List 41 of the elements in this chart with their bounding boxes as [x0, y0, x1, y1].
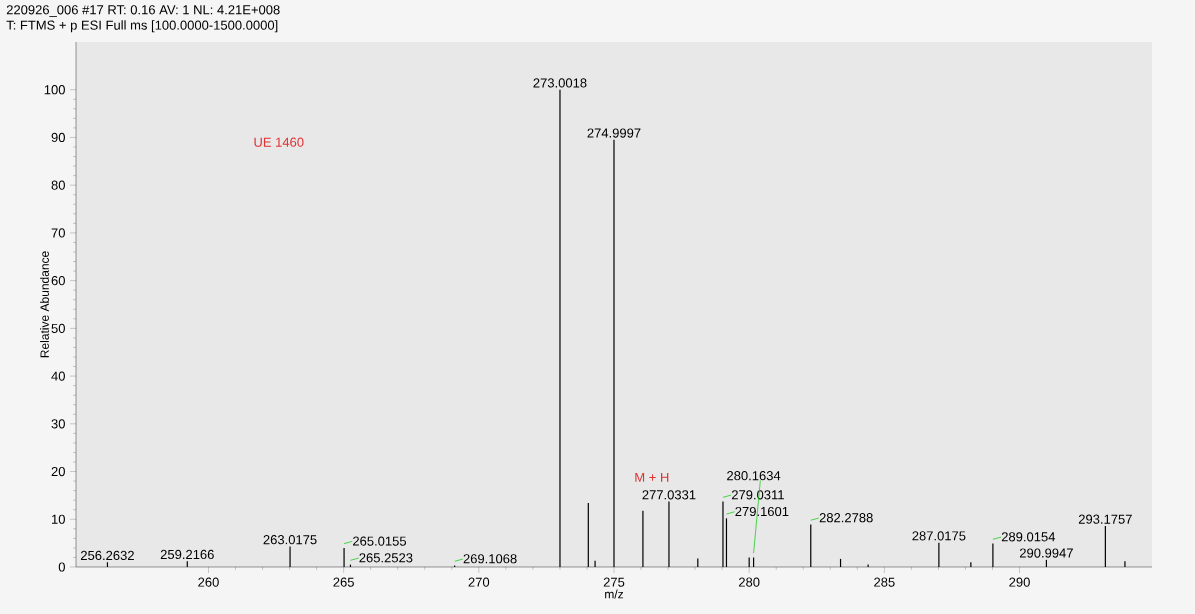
annotation: M + H: [635, 472, 669, 482]
annotation: 279.1601: [735, 506, 789, 517]
annotation: 256.2632: [80, 550, 134, 561]
x-tick-label: 270: [468, 577, 490, 587]
annotation: 274.9997: [587, 128, 641, 138]
x-tick-label: 285: [874, 577, 895, 587]
y-tick-label: 100: [44, 85, 65, 95]
annotation: 280.1634: [727, 471, 781, 481]
y-tick-label: 0: [58, 562, 65, 572]
x-tick-label: 290: [1009, 577, 1030, 587]
y-tick-label: 30: [51, 419, 65, 429]
annotation: 259.2166: [160, 549, 214, 560]
y-tick-label: 20: [51, 466, 65, 477]
annotation: UE 1460: [254, 137, 304, 147]
annotation: 290.9947: [1019, 548, 1073, 558]
annotation: 265.0155: [353, 536, 407, 546]
annotation: 289.0154: [1001, 532, 1056, 542]
annotation: 263.0175: [263, 535, 317, 545]
annotation: 282.2788: [819, 513, 873, 523]
y-tick-label: 10: [51, 514, 65, 524]
x-axis-title: m/z: [605, 589, 624, 599]
x-tick-label: 280: [738, 577, 760, 587]
y-tick-label: 70: [51, 228, 65, 238]
y-tick-label: 40: [51, 371, 65, 381]
chart-subtitle: T: FTMS + p ESI Full ms [100.0000-1500.0000]: [6, 20, 278, 33]
annotation: 279.0311: [731, 490, 784, 500]
y-tick-label: 90: [51, 132, 65, 143]
y-tick-label: 80: [51, 180, 65, 190]
chart-title: 220926_006 #17 RT: 0.16 AV: 1 NL: 4.21E+008: [6, 5, 280, 17]
annotation: 265.2523: [359, 553, 413, 563]
x-tick-label: 265: [333, 577, 354, 587]
x-tick-label: 275: [603, 577, 625, 587]
annotation: 269.1068: [463, 554, 517, 564]
y-tick-label: 50: [51, 323, 65, 333]
annotation: 293.1757: [1078, 514, 1132, 524]
annotation: 277.0331: [642, 490, 696, 500]
x-tick-label: 260: [198, 577, 219, 587]
annotation: 273.0018: [533, 78, 587, 88]
y-tick-label: 60: [51, 276, 65, 286]
annotation: 287.0175: [912, 531, 966, 541]
y-axis-title: Relative Abundance: [40, 251, 49, 358]
